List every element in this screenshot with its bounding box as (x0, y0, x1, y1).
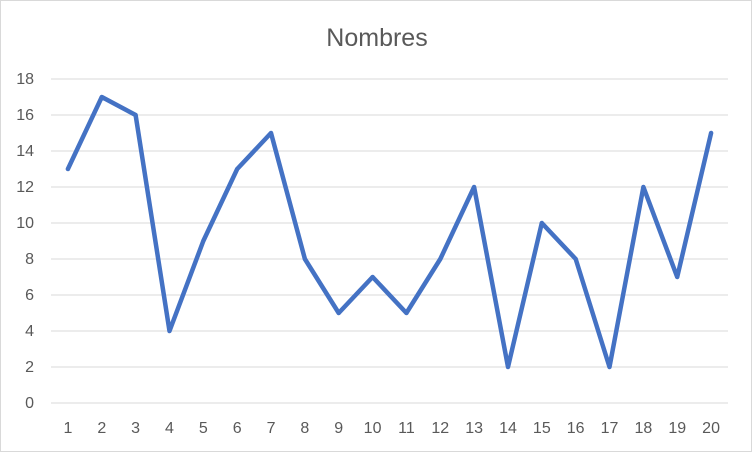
y-tick-label: 10 (16, 215, 34, 232)
series-layer (65, 94, 714, 370)
y-tick-label: 8 (25, 251, 34, 268)
x-tick-label: 8 (300, 420, 309, 437)
x-tick-label: 19 (668, 420, 686, 437)
data-point (99, 95, 104, 99)
data-point (709, 131, 714, 135)
x-tick-label: 10 (364, 420, 382, 437)
x-tick-label: 4 (165, 420, 174, 437)
x-tick-label: 3 (131, 420, 140, 437)
x-tick-label: 13 (465, 420, 483, 437)
data-point (404, 311, 409, 315)
data-point (65, 167, 70, 171)
y-tick-label: 18 (16, 71, 34, 88)
gridlines (51, 78, 728, 404)
y-tick-label: 16 (16, 107, 34, 124)
x-tick-label: 5 (199, 420, 208, 437)
y-tick-label: 12 (16, 179, 34, 196)
x-tick-label: 6 (233, 420, 242, 437)
data-point (505, 365, 510, 369)
data-point (539, 221, 544, 225)
x-tick-label: 11 (398, 420, 415, 437)
y-tick-label: 0 (25, 395, 34, 412)
data-point (641, 185, 646, 189)
data-point (269, 131, 274, 135)
x-tick-label: 16 (567, 420, 585, 437)
data-point (235, 167, 240, 171)
x-tick-label: 1 (63, 420, 72, 437)
data-point (573, 257, 578, 261)
x-axis-tick-labels: 1 2 3 4 5 6 7 8 9 10 11 12 13 14 15 16 17 18 19 20 (63, 420, 720, 437)
series-line (65, 94, 714, 370)
y-tick-label: 2 (25, 359, 34, 376)
data-point (302, 257, 307, 261)
x-tick-label: 18 (634, 420, 652, 437)
data-point (336, 311, 341, 315)
y-axis-tick-labels: 0 2 4 6 8 10 12 14 16 18 (16, 71, 34, 412)
data-point (438, 257, 443, 261)
x-tick-label: 20 (702, 420, 720, 437)
data-point (133, 113, 138, 117)
x-tick-label: 14 (499, 420, 517, 437)
data-point (201, 239, 206, 243)
x-tick-label: 17 (601, 420, 619, 437)
y-tick-label: 6 (25, 287, 34, 304)
x-tick-label: 7 (267, 420, 276, 437)
data-point (607, 365, 612, 369)
y-tick-label: 4 (25, 323, 34, 340)
x-tick-label: 12 (431, 420, 449, 437)
x-tick-label: 9 (334, 420, 343, 437)
data-point (472, 185, 477, 189)
data-point (675, 275, 680, 279)
x-tick-label: 2 (97, 420, 106, 437)
data-point (167, 329, 172, 333)
x-tick-label: 15 (533, 420, 551, 437)
y-tick-label: 14 (16, 143, 34, 160)
chart-title: Nombres (326, 24, 427, 52)
data-point (370, 275, 375, 279)
